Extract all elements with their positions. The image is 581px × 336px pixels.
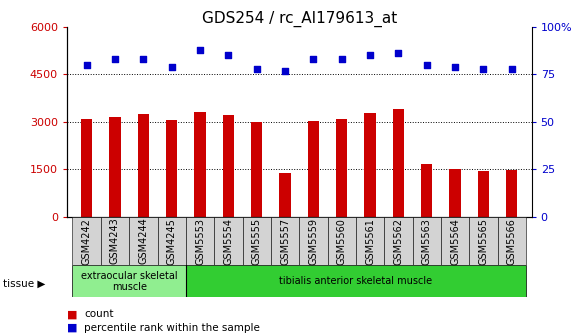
FancyBboxPatch shape [101,217,129,265]
Text: GSM4242: GSM4242 [82,218,92,264]
FancyBboxPatch shape [242,217,271,265]
Text: ■: ■ [67,323,77,333]
Point [337,56,346,62]
Bar [251,122,263,217]
Text: GSM5560: GSM5560 [337,218,347,264]
Text: GSM4245: GSM4245 [167,218,177,264]
Point [252,66,261,71]
FancyBboxPatch shape [497,217,526,265]
FancyBboxPatch shape [73,265,186,297]
Text: GSM4244: GSM4244 [138,218,148,264]
Text: GSM5555: GSM5555 [252,217,261,265]
Bar [279,173,290,217]
FancyBboxPatch shape [469,217,497,265]
Text: tissue ▶: tissue ▶ [3,279,45,289]
Bar [364,113,376,217]
Text: GSM5554: GSM5554 [223,218,234,264]
Point [110,56,120,62]
Point [139,56,148,62]
Text: GSM5553: GSM5553 [195,218,205,264]
FancyBboxPatch shape [299,217,328,265]
Bar [223,116,234,217]
Text: GSM5557: GSM5557 [280,217,290,265]
FancyBboxPatch shape [271,217,299,265]
Text: GSM5566: GSM5566 [507,218,517,264]
Text: percentile rank within the sample: percentile rank within the sample [84,323,260,333]
Point [281,68,290,73]
Bar [308,121,319,217]
Bar [166,120,177,217]
Text: GSM5563: GSM5563 [422,218,432,264]
FancyBboxPatch shape [73,217,101,265]
Text: GSM5562: GSM5562 [393,218,403,264]
FancyBboxPatch shape [441,217,469,265]
Point [450,64,460,70]
Text: extraocular skeletal
muscle: extraocular skeletal muscle [81,270,177,292]
Bar [195,112,206,217]
Text: GSM5561: GSM5561 [365,218,375,264]
FancyBboxPatch shape [157,217,186,265]
Bar [336,119,347,217]
Bar [506,170,518,217]
FancyBboxPatch shape [384,217,413,265]
Point [195,47,205,52]
Point [507,66,517,71]
FancyBboxPatch shape [129,217,157,265]
Point [167,64,176,70]
Bar [81,119,92,217]
Point [394,51,403,56]
Text: GSM5564: GSM5564 [450,218,460,264]
Text: GSM5559: GSM5559 [309,218,318,264]
Point [82,62,91,68]
Point [224,53,233,58]
Text: count: count [84,309,114,319]
Point [422,62,432,68]
Bar [109,117,121,217]
Point [479,66,488,71]
Bar [421,164,432,217]
FancyBboxPatch shape [328,217,356,265]
FancyBboxPatch shape [214,217,242,265]
Point [309,56,318,62]
Bar [138,114,149,217]
FancyBboxPatch shape [413,217,441,265]
Text: GSM4243: GSM4243 [110,218,120,264]
Bar [393,109,404,217]
FancyBboxPatch shape [186,217,214,265]
Title: GDS254 / rc_AI179613_at: GDS254 / rc_AI179613_at [202,11,397,27]
Point [365,53,375,58]
Text: tibialis anterior skeletal muscle: tibialis anterior skeletal muscle [279,277,432,286]
Text: ■: ■ [67,309,77,319]
Text: GSM5565: GSM5565 [478,218,489,264]
Bar [450,169,461,217]
FancyBboxPatch shape [356,217,384,265]
Bar [478,171,489,217]
FancyBboxPatch shape [186,265,526,297]
